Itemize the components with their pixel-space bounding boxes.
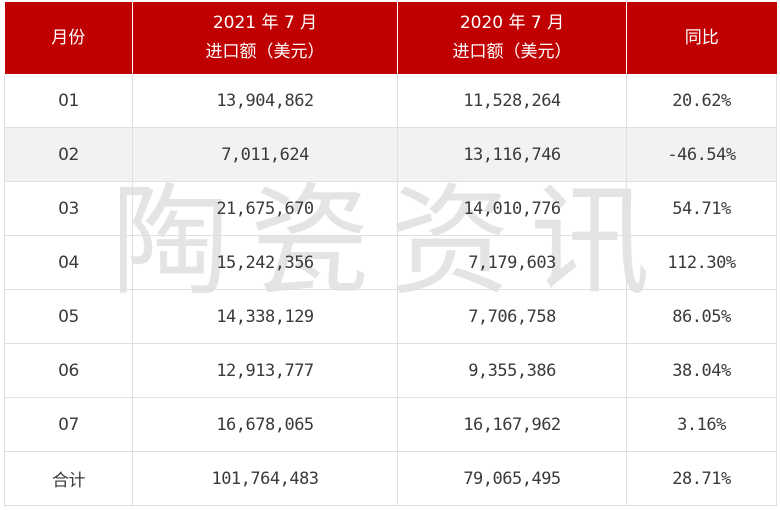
header-month-label: 月份	[51, 27, 86, 48]
cell-month: 04	[4, 235, 133, 290]
table-row: 03 21,675,670 14,010,776 54.71%	[4, 181, 777, 236]
header-2020-line2: 进口额（美元）	[452, 42, 572, 62]
cell-2020: 79,065,495	[397, 451, 627, 506]
table-row-total: 合计 101,764,483 79,065,495 28.71%	[4, 451, 777, 506]
table-row: 02 7,011,624 13,116,746 -46.54%	[4, 127, 777, 182]
header-2021-line2: 进口额（美元）	[205, 42, 325, 62]
header-yoy: 同比	[626, 2, 777, 74]
cell-yoy: 3.16%	[626, 397, 777, 452]
header-yoy-label: 同比	[684, 27, 719, 48]
table-row: 05 14,338,129 7,706,758 86.05%	[4, 289, 777, 344]
cell-2020: 13,116,746	[397, 127, 627, 182]
cell-yoy: -46.54%	[626, 127, 777, 182]
cell-2020: 9,355,386	[397, 343, 627, 398]
cell-2020: 14,010,776	[397, 181, 627, 236]
cell-2021: 12,913,777	[132, 343, 398, 398]
cell-month: 03	[4, 181, 133, 236]
cell-2020: 7,706,758	[397, 289, 627, 344]
cell-yoy: 112.30%	[626, 235, 777, 290]
table-row: 07 16,678,065 16,167,962 3.16%	[4, 397, 777, 452]
table-row: 01 13,904,862 11,528,264 20.62%	[4, 74, 777, 128]
cell-month: 02	[4, 127, 133, 182]
cell-2021: 15,242,356	[132, 235, 398, 290]
cell-yoy: 28.71%	[626, 451, 777, 506]
header-2020: 2020 年 7 月 进口额（美元）	[397, 2, 627, 74]
cell-month: 01	[4, 74, 133, 128]
cell-2021: 16,678,065	[132, 397, 398, 452]
cell-yoy: 54.71%	[626, 181, 777, 236]
cell-2021: 14,338,129	[132, 289, 398, 344]
cell-2021: 7,011,624	[132, 127, 398, 182]
cell-month: 合计	[4, 451, 133, 506]
header-2021-line1: 2021 年 7 月	[212, 13, 318, 33]
header-2020-line1: 2020 年 7 月	[459, 13, 565, 33]
import-table: 月份 2021 年 7 月 进口额（美元） 2020 年 7 月 进口额（美元）…	[4, 2, 777, 506]
cell-2021: 21,675,670	[132, 181, 398, 236]
cell-month: 05	[4, 289, 133, 344]
cell-month: 06	[4, 343, 133, 398]
cell-yoy: 38.04%	[626, 343, 777, 398]
table-row: 06 12,913,777 9,355,386 38.04%	[4, 343, 777, 398]
cell-month: 07	[4, 397, 133, 452]
cell-yoy: 20.62%	[626, 74, 777, 128]
cell-2021: 13,904,862	[132, 74, 398, 128]
cell-2020: 16,167,962	[397, 397, 627, 452]
cell-2020: 11,528,264	[397, 74, 627, 128]
cell-2020: 7,179,603	[397, 235, 627, 290]
table-row: 04 15,242,356 7,179,603 112.30%	[4, 235, 777, 290]
cell-2021: 101,764,483	[132, 451, 398, 506]
header-month: 月份	[4, 2, 133, 74]
cell-yoy: 86.05%	[626, 289, 777, 344]
header-row: 月份 2021 年 7 月 进口额（美元） 2020 年 7 月 进口额（美元）…	[4, 2, 777, 74]
header-2021: 2021 年 7 月 进口额（美元）	[132, 2, 398, 74]
